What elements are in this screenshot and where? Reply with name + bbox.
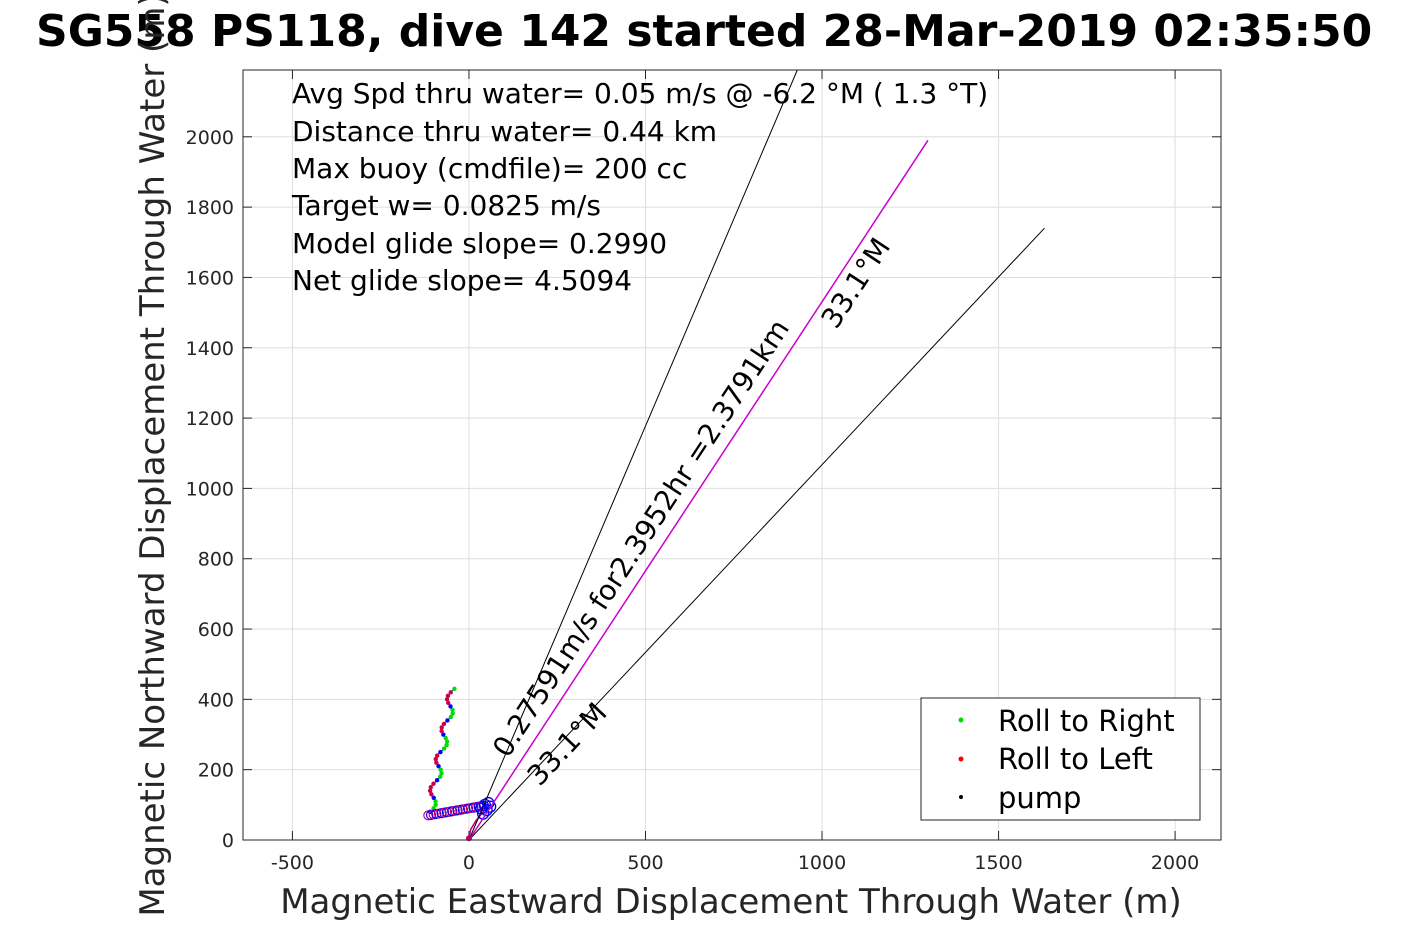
info-model-glide-slope: Model glide slope= 0.2990 — [292, 227, 667, 260]
track-roll-point — [433, 802, 438, 808]
legend-label-roll-left: Roll to Left — [998, 742, 1153, 776]
track-roll-point — [428, 785, 433, 790]
track-roll-point — [438, 774, 443, 779]
track-roll-point — [441, 721, 447, 727]
info-avg-speed: Avg Spd thru water= 0.05 m/s @ -6.2 °M (… — [292, 77, 988, 110]
y-axis-label: Magnetic Northward Displacement Through … — [133, 0, 173, 917]
legend-box — [920, 697, 1201, 821]
track-roll-point — [450, 707, 455, 713]
y-tick-label: 200 — [198, 760, 234, 782]
y-tick-label: 1000 — [186, 478, 234, 500]
track-roll-point — [431, 781, 436, 786]
line-annotation-1: 33.1°M — [814, 232, 897, 334]
line-annotations: 0.27591m/s for2.3952hr =2.3791km33.1°M33… — [486, 232, 897, 792]
legend-marker-roll-right — [958, 717, 964, 723]
track-roll-point — [439, 725, 444, 730]
x-tick-label: 2000 — [1151, 852, 1199, 874]
track-roll-point — [434, 778, 440, 783]
x-tick-label: 500 — [627, 852, 663, 874]
x-tick-label: -500 — [271, 852, 314, 874]
grid-lines — [243, 70, 1221, 841]
y-tick-label: 1200 — [186, 408, 234, 430]
track-roll-point — [439, 728, 444, 734]
track-roll-point — [445, 693, 451, 699]
line-annotation-0: 0.27591m/s for2.3952hr =2.3791km — [486, 313, 796, 762]
y-tick-label: 2000 — [186, 127, 234, 149]
track-roll-point — [438, 749, 443, 755]
track-roll-point — [443, 735, 448, 741]
x-tick-label: 0 — [463, 852, 475, 874]
y-tick-label: 800 — [198, 549, 234, 571]
plot-frame — [242, 69, 1222, 841]
y-tick-label: 400 — [198, 689, 234, 711]
info-max-buoy: Max buoy (cmdfile)= 200 cc — [292, 152, 687, 185]
track-roll-point — [434, 760, 439, 765]
track-roll-point — [450, 711, 455, 716]
legend: Roll to Right Roll to Left pump — [920, 697, 1201, 821]
x-tick-label: 1500 — [974, 852, 1022, 874]
dive-info-block: Avg Spd thru water= 0.05 m/s @ -6.2 °M (… — [291, 77, 988, 297]
legend-label-roll-right: Roll to Right — [998, 704, 1175, 738]
y-tick-label: 600 — [198, 619, 234, 641]
heading-lines — [468, 69, 1045, 841]
track-roll-point — [433, 799, 438, 804]
info-net-glide-slope: Net glide slope= 4.5094 — [292, 264, 632, 297]
track-roll-point — [445, 718, 450, 723]
y-tick-label: 1800 — [186, 197, 234, 219]
track-roll-point — [433, 756, 438, 762]
dive-track — [423, 686, 497, 842]
track-end-circle — [480, 803, 493, 817]
legend-marker-roll-left — [958, 756, 964, 762]
track-roll-point — [448, 704, 453, 709]
info-target-w: Target w= 0.0825 m/s — [291, 189, 601, 222]
track-roll-point — [448, 690, 453, 695]
axis-ticks: -500 0 500 1000 1500 2000 0 200 400 600 800 1000 120… — [186, 70, 1221, 874]
info-distance: Distance thru water= 0.44 km — [292, 115, 717, 148]
track-roll-point — [427, 788, 433, 793]
track-roll-point — [444, 742, 449, 748]
track-roll-point — [446, 700, 451, 706]
track-roll-point — [444, 739, 450, 744]
heading-line-2 — [468, 139, 929, 841]
track-roll-point — [441, 732, 446, 737]
heading-line-0 — [468, 69, 798, 841]
track-roll-point — [435, 753, 440, 758]
y-tick-label: 1600 — [186, 267, 234, 289]
track-roll-point — [441, 746, 447, 751]
x-axis-label: Magnetic Eastward Displacement Through W… — [280, 882, 1182, 922]
track-roll-point — [429, 792, 434, 797]
track-end-circle — [483, 800, 497, 813]
track-roll-point — [438, 767, 443, 772]
y-tick-label: 0 — [222, 830, 234, 852]
heading-line-1 — [468, 227, 1045, 841]
track-roll-point — [448, 714, 454, 720]
track-roll-point — [439, 770, 444, 776]
x-tick-label: 1000 — [798, 852, 846, 874]
y-tick-label: 1400 — [186, 338, 234, 360]
legend-marker-pump — [959, 795, 963, 799]
legend-label-pump: pump — [998, 781, 1081, 815]
track-roll-point — [452, 686, 457, 692]
chart-title: SG558 PS118, dive 142 started 28-Mar-201… — [36, 6, 1372, 57]
track-roll-point — [444, 697, 450, 702]
track-roll-point — [431, 795, 436, 801]
track-roll-point — [436, 763, 441, 769]
